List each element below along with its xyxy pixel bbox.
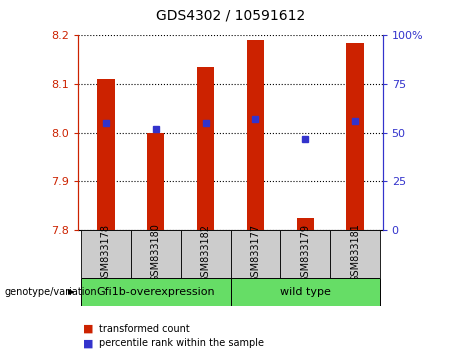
- FancyBboxPatch shape: [230, 230, 280, 278]
- Text: GSM833179: GSM833179: [300, 223, 310, 282]
- Bar: [247, 40, 264, 230]
- Text: transformed count: transformed count: [99, 324, 190, 333]
- Text: GSM833178: GSM833178: [101, 223, 111, 282]
- Text: GSM833181: GSM833181: [350, 224, 360, 282]
- FancyBboxPatch shape: [81, 230, 131, 278]
- Bar: [296, 218, 314, 230]
- Bar: [347, 43, 364, 230]
- FancyBboxPatch shape: [280, 230, 330, 278]
- Bar: [97, 79, 114, 230]
- Text: GSM833182: GSM833182: [201, 223, 211, 282]
- Bar: [147, 133, 165, 230]
- FancyBboxPatch shape: [131, 230, 181, 278]
- Text: ■: ■: [83, 338, 94, 348]
- Text: wild type: wild type: [280, 287, 331, 297]
- FancyBboxPatch shape: [230, 278, 380, 306]
- FancyBboxPatch shape: [81, 278, 230, 306]
- Text: GSM833180: GSM833180: [151, 224, 161, 282]
- Bar: [197, 67, 214, 230]
- FancyBboxPatch shape: [330, 230, 380, 278]
- Text: GDS4302 / 10591612: GDS4302 / 10591612: [156, 9, 305, 23]
- Text: Gfi1b-overexpression: Gfi1b-overexpression: [96, 287, 215, 297]
- Text: percentile rank within the sample: percentile rank within the sample: [99, 338, 264, 348]
- Text: ■: ■: [83, 324, 94, 333]
- Text: GSM833177: GSM833177: [250, 223, 260, 282]
- FancyBboxPatch shape: [181, 230, 230, 278]
- Text: genotype/variation: genotype/variation: [5, 287, 97, 297]
